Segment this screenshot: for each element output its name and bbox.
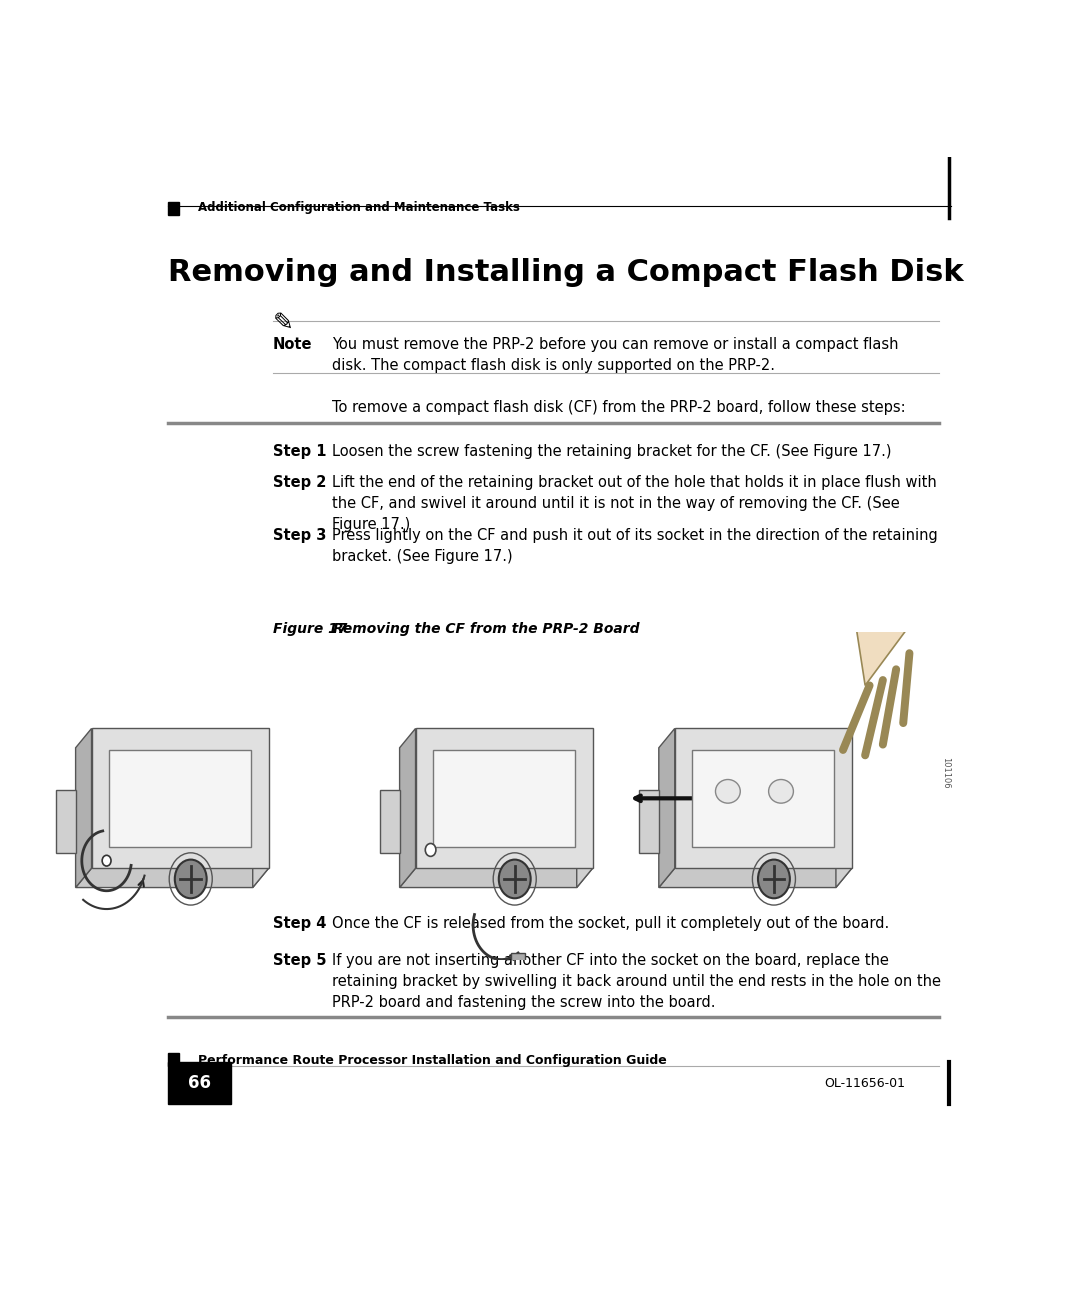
Circle shape bbox=[499, 860, 530, 898]
Text: ✎: ✎ bbox=[273, 311, 294, 334]
Polygon shape bbox=[76, 868, 269, 888]
Bar bbox=[168, 1053, 179, 1066]
Ellipse shape bbox=[715, 780, 740, 804]
Polygon shape bbox=[836, 729, 852, 888]
Polygon shape bbox=[416, 729, 593, 868]
Bar bbox=[380, 789, 400, 852]
Circle shape bbox=[758, 860, 789, 898]
Ellipse shape bbox=[769, 780, 794, 804]
Polygon shape bbox=[577, 729, 593, 888]
Circle shape bbox=[426, 843, 436, 856]
Text: Step 4: Step 4 bbox=[273, 916, 326, 931]
Text: Press lightly on the CF and push it out of its socket in the direction of the re: Press lightly on the CF and push it out … bbox=[332, 528, 937, 564]
Polygon shape bbox=[92, 729, 269, 868]
Text: Additional Configuration and Maintenance Tasks: Additional Configuration and Maintenance… bbox=[198, 202, 519, 214]
Bar bbox=[168, 1062, 231, 1104]
Text: 101106: 101106 bbox=[941, 758, 950, 789]
Polygon shape bbox=[675, 729, 852, 868]
Text: 66: 66 bbox=[188, 1074, 212, 1092]
Text: Removing the CF from the PRP-2 Board: Removing the CF from the PRP-2 Board bbox=[334, 621, 639, 636]
Text: Step 5: Step 5 bbox=[273, 953, 326, 968]
Bar bbox=[511, 953, 525, 964]
Polygon shape bbox=[253, 729, 269, 888]
Polygon shape bbox=[659, 729, 675, 888]
Polygon shape bbox=[109, 750, 251, 847]
Polygon shape bbox=[400, 729, 416, 888]
Text: Once the CF is released from the socket, pull it completely out of the board.: Once the CF is released from the socket,… bbox=[332, 916, 889, 931]
Text: Step 1: Step 1 bbox=[273, 444, 326, 459]
Text: Loosen the screw fastening the retaining bracket for the CF. (See Figure 17.): Loosen the screw fastening the retaining… bbox=[332, 444, 891, 459]
Text: Removing and Installing a Compact Flash Disk: Removing and Installing a Compact Flash … bbox=[168, 258, 964, 287]
Text: Step 2: Step 2 bbox=[273, 476, 326, 490]
Polygon shape bbox=[852, 524, 932, 686]
Text: You must remove the PRP-2 before you can remove or install a compact flash
disk.: You must remove the PRP-2 before you can… bbox=[332, 337, 899, 374]
Polygon shape bbox=[76, 729, 92, 888]
Text: OL-11656-01: OL-11656-01 bbox=[824, 1076, 905, 1089]
Text: Note: Note bbox=[273, 337, 312, 353]
Text: Step 3: Step 3 bbox=[273, 528, 326, 543]
Polygon shape bbox=[659, 868, 852, 888]
Text: Performance Route Processor Installation and Configuration Guide: Performance Route Processor Installation… bbox=[198, 1054, 666, 1067]
Bar bbox=[639, 789, 659, 852]
Text: If you are not inserting another CF into the socket on the board, replace the
re: If you are not inserting another CF into… bbox=[332, 953, 941, 1009]
Text: Lift the end of the retaining bracket out of the hole that holds it in place flu: Lift the end of the retaining bracket ou… bbox=[332, 476, 936, 532]
Circle shape bbox=[175, 860, 206, 898]
Polygon shape bbox=[400, 868, 593, 888]
Circle shape bbox=[103, 855, 111, 867]
Polygon shape bbox=[433, 750, 575, 847]
Bar bbox=[168, 202, 179, 215]
Text: Figure 17: Figure 17 bbox=[273, 621, 348, 636]
Text: To remove a compact flash disk (CF) from the PRP-2 board, follow these steps:: To remove a compact flash disk (CF) from… bbox=[332, 400, 905, 414]
Polygon shape bbox=[692, 750, 834, 847]
Bar bbox=[56, 789, 76, 852]
